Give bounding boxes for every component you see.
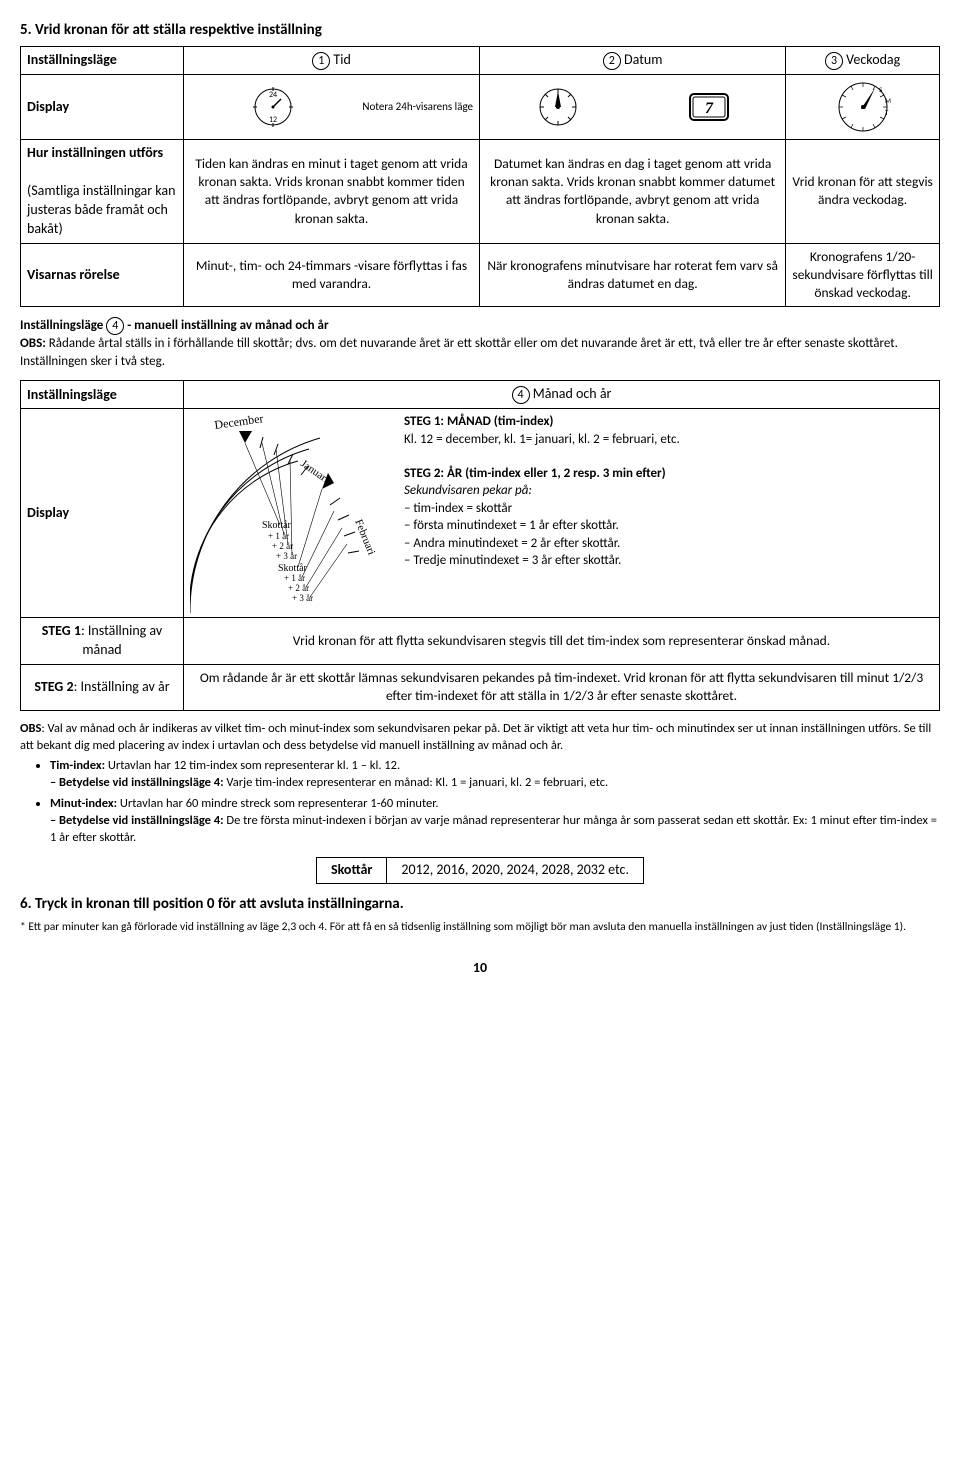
hands-c1: Minut-, tim- och 24-timmars -visare förf… [184,243,480,307]
label-display: Display [21,75,184,140]
row-display: Display 24 12 Notera 24h-visarens läge [21,75,940,140]
leap-years: 2012, 2016, 2020, 2024, 2028, 2032 etc. [387,857,644,883]
label-24: 24 [269,90,277,100]
diag-p1b: + 1 år [284,573,305,583]
diag-p3a: + 3 år [276,551,297,561]
steg2-l4: – Tredje minutindexet = 3 år efter skott… [404,553,621,568]
display-c2: 7 [480,75,786,140]
obs2-label: OBS [20,721,41,736]
col1-label: Tid [333,51,350,68]
hands-c3: Kronografens 1/20-sekundvisare förflytta… [786,243,940,307]
section-5-title: 5. Vrid kronan för att ställa respektive… [20,20,940,40]
col3-label: Veckodag [846,51,900,68]
leap-label: Skottår [316,857,386,883]
mode4-table: Inställningsläge 4 Månad och år Display … [20,380,940,710]
page-number: 10 [20,959,940,978]
display-c3: S M T [786,75,940,140]
diag-p3b: + 3 år [292,593,313,603]
row-hands: Visarnas rörelse Minut-, tim- och 24-tim… [21,243,940,307]
label-S: S [879,85,882,94]
mode4-row-steg1: STEG 1: Inställning av månad Vrid kronan… [21,618,940,665]
section-6-footnote: * Ett par minuter kan gå förlorade vid i… [20,920,940,936]
circled-1: 1 [312,52,330,70]
mode4-label-display: Display [21,409,184,618]
steg2-l1: – tim-index = skottår [404,501,512,516]
modes-table: Inställningsläge 1 Tid 2 Datum 3 Veckoda… [20,46,940,307]
steg2-sub: Sekundvisaren pekar på: [404,483,532,498]
row-how: Hur inställningen utförs (Samtliga instä… [21,140,940,243]
steg2-label: STEG 2: Inställning av år [21,665,184,710]
mode4-display-cell: December Januari Februari [184,409,940,618]
steg2-l3: – Andra minutindexet = 2 år efter skottå… [404,536,620,551]
col2-header: 2 Datum [480,47,786,75]
how-c1: Tiden kan ändras en minut i taget genom … [184,140,480,243]
date-window-icon: 7 [689,93,729,121]
diag-p2a: + 2 år [272,541,293,551]
date-7: 7 [705,100,714,117]
steg2-hdr: STEG 2: ÅR (tim-index eller 1, 2 resp. 3… [404,466,666,481]
label-12: 12 [269,115,277,125]
label-hands: Visarnas rörelse [21,243,184,307]
mode4-row-mode: Inställningsläge 4 Månad och år [21,381,940,409]
circled-2: 2 [603,52,621,70]
leap-year-table: Skottår 2012, 2016, 2020, 2024, 2028, 20… [316,857,644,884]
steg1-label: STEG 1: Inställning av månad [21,618,184,665]
obs2-text: : Val av månad och år indikeras av vilke… [20,721,931,753]
row-mode: Inställningsläge 1 Tid 2 Datum 3 Veckoda… [21,47,940,75]
obs-label: OBS: [20,336,46,351]
clock-24h-icon: 24 12 [251,85,295,129]
month-year-diagram: December Januari Februari [190,413,390,613]
circled-4a: 4 [106,317,124,335]
weekday-dial-icon: S M T [835,79,891,135]
label-how-sub: (Samtliga inställningar kan justeras båd… [27,182,175,237]
how-c2: Datumet kan ändras en dag i taget genom … [480,140,786,243]
display-c1: 24 12 Notera 24h-visarens läge [184,75,480,140]
mode4-col-header: 4 Månad och år [184,381,940,409]
hands-c2: När kronografens minutvisare har roterat… [480,243,786,307]
steg2-l2: – första minutindexet = 1 år efter skott… [404,518,619,533]
steg2-text: Om rådande år är ett skottår lämnas seku… [184,665,940,710]
24h-caption: Notera 24h-visarens läge [362,100,473,115]
col1-header: 1 Tid [184,47,480,75]
label-how: Hur inställningen utförs (Samtliga instä… [21,140,184,243]
obs-block: OBS: Val av månad och år indikeras av vi… [20,721,940,847]
how-c3: Vrid kronan för att stegvis ändra veckod… [786,140,940,243]
obs-text: Rådande årtal ställs in i förhållande ti… [20,336,898,369]
circled-3: 3 [825,52,843,70]
col2-label: Datum [624,51,662,68]
obs-bullet-1: Tim-index: Urtavlan har 12 tim-index som… [50,758,940,792]
mode4-label-mode: Inställningsläge [21,381,184,409]
mode4-heading: Inställningsläge 4 - manuell inställning… [20,317,940,370]
section-6-title: 6. Tryck in kronan till position 0 för a… [20,894,940,914]
mode4-row-steg2: STEG 2: Inställning av år Om rådande år … [21,665,940,710]
label-december: December [213,413,264,432]
col3-header: 3 Veckodag [786,47,940,75]
diag-p1a: + 1 år [268,531,289,541]
steg1-text: Vrid kronan för att flytta sekundvisaren… [184,618,940,665]
steg1-line: Kl. 12 = december, kl. 1= januari, kl. 2… [404,432,680,447]
label-M: M [885,96,891,105]
label-T: T [885,108,889,117]
subdial-icon [536,85,580,129]
mode4-row-display: Display December Januari Februari [21,409,940,618]
diag-skottar-1: Skottår [262,520,292,531]
circled-4b: 4 [512,386,530,404]
steg1-hdr: STEG 1: MÅNAD (tim-index) [404,414,553,429]
obs-bullet-2: Minut-index: Urtavlan har 60 mindre stre… [50,796,940,847]
label-februari: Februari [352,518,377,557]
diag-p2b: + 2 år [288,583,309,593]
label-mode: Inställningsläge [21,47,184,75]
